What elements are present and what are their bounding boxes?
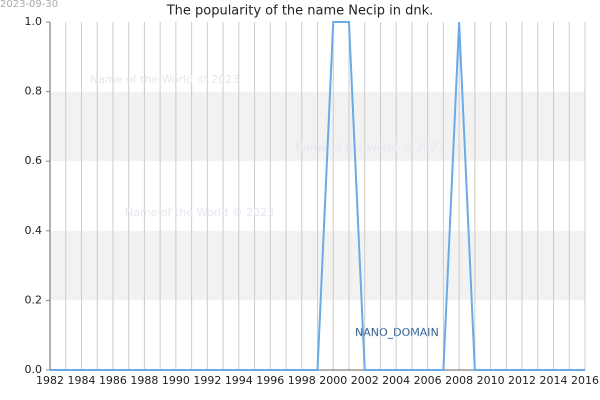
- x-tick-label: 2006: [414, 374, 442, 387]
- x-tick-label: 1982: [36, 374, 64, 387]
- x-tick-label: 1986: [99, 374, 127, 387]
- y-tick-label: 0.6: [25, 154, 43, 167]
- x-tick-label: 1992: [193, 374, 221, 387]
- x-tick-label: 2008: [445, 374, 473, 387]
- x-tick-label: 2002: [351, 374, 379, 387]
- x-tick-label: 2014: [540, 374, 568, 387]
- y-tick-label: 0.4: [25, 224, 43, 237]
- watermark: Name of the World © 2023: [295, 141, 444, 154]
- y-tick-label: 0.8: [25, 85, 43, 98]
- watermark: Name of the World © 2023: [125, 206, 274, 219]
- x-tick-label: 1990: [162, 374, 190, 387]
- chart-title: The popularity of the name Necip in dnk.: [166, 4, 434, 19]
- date-label: 2023-09-30: [0, 0, 58, 10]
- x-tick-label: 1984: [67, 374, 95, 387]
- x-tick-label: 1998: [288, 374, 316, 387]
- x-tick-label: 2004: [382, 374, 410, 387]
- watermark: Name of the World © 2023: [90, 73, 239, 86]
- x-tick-label: 1996: [256, 374, 284, 387]
- domain-label: NANO_DOMAIN: [355, 326, 439, 339]
- y-tick-label: 0.2: [25, 293, 43, 306]
- y-tick-label: 1.0: [25, 15, 43, 28]
- x-tick-label: 1988: [130, 374, 158, 387]
- x-tick-label: 2010: [477, 374, 505, 387]
- x-tick-label: 2012: [508, 374, 536, 387]
- y-tick-label: 0.0: [25, 363, 43, 376]
- x-tick-label: 2016: [571, 374, 599, 387]
- x-tick-label: 2000: [319, 374, 347, 387]
- x-tick-label: 1994: [225, 374, 253, 387]
- line: [50, 21, 585, 371]
